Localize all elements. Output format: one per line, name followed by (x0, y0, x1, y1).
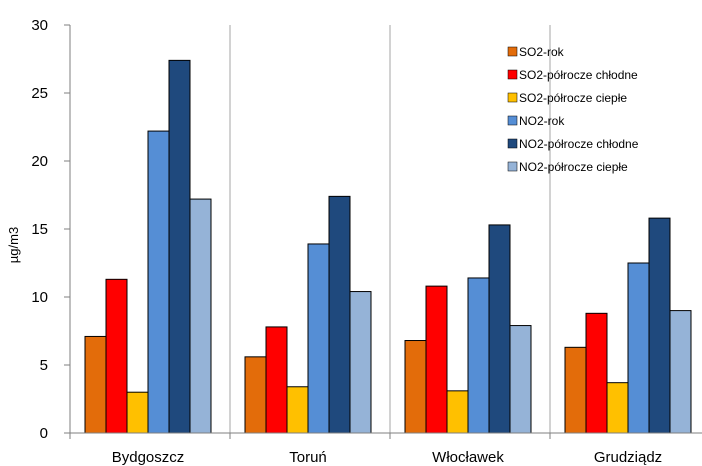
legend-label: SO2-rok (519, 45, 565, 59)
bars (84, 59, 692, 434)
y-tick-label: 10 (31, 289, 48, 306)
bar (606, 382, 629, 434)
bar (509, 325, 532, 434)
y-tick-labels: 0 5 10 15 20 25 30 (31, 17, 48, 442)
y-tick-label: 5 (40, 357, 48, 374)
axes (64, 24, 702, 439)
y-tick-label: 20 (31, 153, 48, 170)
legend-label: NO2-półrocze ciepłe (519, 160, 628, 174)
bar (244, 356, 267, 434)
bar (446, 390, 469, 434)
bar (126, 391, 149, 434)
bar (349, 291, 372, 434)
legend-label: SO2-półrocze ciepłe (519, 91, 627, 105)
bar (105, 278, 128, 434)
x-category-labels: Bydgoszcz Toruń Włocławek Grudziądz (112, 449, 662, 466)
bar (189, 198, 212, 434)
legend-swatch (507, 69, 518, 80)
legend-swatch (507, 138, 518, 149)
bar (564, 346, 587, 434)
legend-swatch (507, 92, 518, 103)
legend-swatch (507, 161, 518, 172)
y-axis-title: µg/m3 (6, 227, 21, 263)
x-category-label: Włocławek (432, 449, 504, 466)
legend-label: SO2-półrocze chłodne (519, 68, 638, 82)
x-category-label: Bydgoszcz (112, 449, 185, 466)
x-category-label: Grudziądz (594, 449, 662, 466)
y-tick-label: 15 (31, 221, 48, 238)
y-tick-label: 0 (40, 425, 48, 442)
y-tick-label: 25 (31, 85, 48, 102)
bar (84, 335, 107, 434)
legend: SO2-rok SO2-półrocze chłodne SO2-półrocze … (507, 45, 639, 174)
legend-swatch (507, 115, 518, 126)
y-tick-label: 30 (31, 17, 48, 34)
bar (467, 277, 490, 434)
bar (307, 243, 330, 434)
legend-label: NO2-półrocze chłodne (519, 137, 639, 151)
bar (404, 340, 427, 434)
bar (648, 217, 671, 434)
legend-swatch (507, 46, 518, 57)
bar (265, 326, 288, 434)
legend-label: NO2-rok (519, 114, 565, 128)
bar (585, 312, 608, 434)
bar (286, 386, 309, 434)
bar (328, 195, 351, 434)
bar (669, 310, 692, 434)
bar (627, 262, 650, 434)
bar (425, 285, 448, 434)
bar (488, 224, 511, 434)
bar (168, 59, 191, 434)
x-category-label: Toruń (289, 449, 327, 466)
category-gridlines (229, 25, 551, 433)
bar (147, 130, 170, 434)
